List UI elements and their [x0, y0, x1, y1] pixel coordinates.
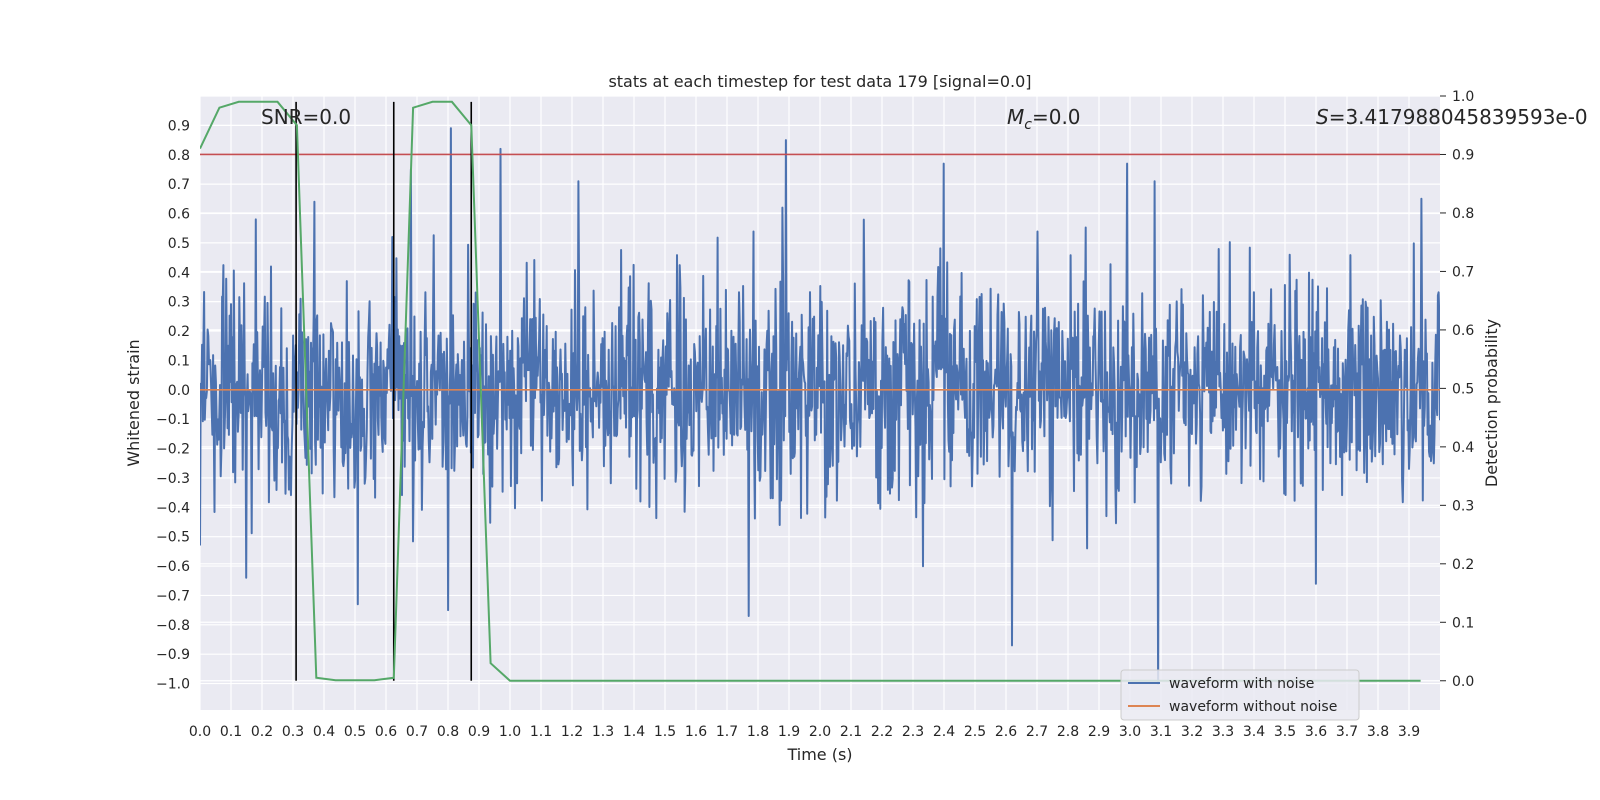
x-tick-label: 1.0	[499, 724, 521, 740]
y-tick-label: 0.0	[168, 383, 190, 399]
y2-tick-label: 0.1	[1452, 615, 1474, 631]
tick-labels: 0.0 0.1 0.2 0.3 0.4 0.5 0.6 0.7 0.8 0.9 1.0 1.1 1.2 1…	[156, 89, 1474, 740]
x-tick-label: 0.1	[220, 724, 242, 740]
x-tick-label: 2.3	[902, 724, 924, 740]
s-value: =3.417988045839593e-0	[1329, 105, 1588, 129]
y-axis-label: Whitened strain	[124, 339, 143, 466]
y-tick-label: 0.8	[168, 148, 190, 164]
s-annotation: S=3.417988045839593e-0	[1316, 105, 1588, 129]
x-tick-label: 2.4	[933, 724, 955, 740]
y-tick-label: −0.9	[156, 647, 190, 663]
x-tick-label: 3.8	[1367, 724, 1389, 740]
x-tick-label: 0.0	[189, 724, 211, 740]
x-tick-label: 0.9	[468, 724, 490, 740]
y-tick-label: 0.4	[168, 265, 190, 281]
x-tick-label: 3.2	[1181, 724, 1203, 740]
x-tick-label: 1.5	[654, 724, 676, 740]
y-tick-label: −0.7	[156, 588, 190, 604]
y-tick-label: 0.7	[168, 177, 190, 193]
y-tick-label: 0.1	[168, 353, 190, 369]
y-tick-label: 0.2	[168, 324, 190, 340]
x-tick-label: 3.6	[1305, 724, 1327, 740]
x-tick-label: 0.3	[282, 724, 304, 740]
series-layer	[200, 100, 1440, 685]
x-tick-label: 2.6	[995, 724, 1017, 740]
y2-tick-label: 0.9	[1452, 147, 1474, 163]
x-tick-label: 0.8	[437, 724, 459, 740]
x-axis-label: Time (s)	[786, 745, 852, 764]
x-tick-label: 1.2	[561, 724, 583, 740]
x-tick-label: 3.7	[1336, 724, 1358, 740]
y-tick-label: −0.5	[156, 530, 190, 546]
y-tick-label: −1.0	[156, 677, 190, 693]
x-tick-label: 0.7	[406, 724, 428, 740]
x-tick-label: 0.2	[251, 724, 273, 740]
x-tick-label: 3.9	[1398, 724, 1420, 740]
x-tick-label: 1.7	[716, 724, 738, 740]
x-tick-label: 1.9	[778, 724, 800, 740]
y2-tick-label: 0.7	[1452, 264, 1474, 280]
y-tick-label: −0.3	[156, 471, 190, 487]
y-tick-label: −0.6	[156, 559, 190, 575]
legend-label-clean: waveform without noise	[1169, 699, 1337, 715]
legend-label-noise: waveform with noise	[1169, 676, 1314, 692]
y2-tick-label: 0.5	[1452, 381, 1474, 397]
y-tick-label: −0.1	[156, 412, 190, 428]
y-tick-label: 0.6	[168, 207, 190, 223]
y2-tick-label: 0.8	[1452, 206, 1474, 222]
x-tick-label: 1.4	[623, 724, 645, 740]
chirp-mass-annotation: Mc=0.0	[1007, 105, 1081, 133]
x-tick-label: 1.6	[685, 724, 707, 740]
y-tick-label: −0.4	[156, 500, 190, 516]
x-tick-label: 2.7	[1026, 724, 1048, 740]
x-tick-label: 3.4	[1243, 724, 1265, 740]
y2-tick-label: 0.4	[1452, 440, 1474, 456]
chirp-mass-symbol: M	[1007, 105, 1024, 129]
x-tick-label: 0.4	[313, 724, 335, 740]
y-tick-label: 0.5	[168, 236, 190, 252]
y-tick-label: 0.3	[168, 295, 190, 311]
x-tick-label: 1.8	[747, 724, 769, 740]
x-tick-label: 1.3	[592, 724, 614, 740]
x-tick-label: 2.8	[1057, 724, 1079, 740]
series-detection-probability	[200, 100, 1421, 682]
y2-tick-label: 0.6	[1452, 323, 1474, 339]
y2-axis-label: Detection probability	[1482, 319, 1501, 487]
y2-tick-label: 0.3	[1452, 498, 1474, 514]
x-tick-label: 3.0	[1119, 724, 1141, 740]
x-tick-label: 3.5	[1274, 724, 1296, 740]
x-tick-label: 2.0	[809, 724, 831, 740]
x-tick-label: 2.5	[964, 724, 986, 740]
x-tick-label: 3.3	[1212, 724, 1234, 740]
chart-title: stats at each timestep for test data 179…	[608, 72, 1031, 91]
x-tick-label: 2.2	[871, 724, 893, 740]
chirp-mass-subscript: c	[1024, 117, 1032, 133]
s-symbol: S	[1316, 105, 1329, 129]
series-waveform-with-noise	[200, 127, 1440, 685]
y2-tick-label: 0.2	[1452, 557, 1474, 573]
legend-box	[1120, 669, 1360, 721]
y-tick-label: 0.9	[168, 118, 190, 134]
y-tick-label: −0.8	[156, 618, 190, 634]
snr-annotation: SNR=0.0	[261, 105, 351, 129]
y2-tick-label: 1.0	[1452, 89, 1474, 105]
y2-tick-label: 0.0	[1452, 674, 1474, 690]
x-tick-label: 0.6	[375, 724, 397, 740]
y-tick-label: −0.2	[156, 442, 190, 458]
x-tick-label: 0.5	[344, 724, 366, 740]
legend: waveform with noise waveform without noi…	[1120, 669, 1360, 721]
x-tick-label: 3.1	[1150, 724, 1172, 740]
chirp-mass-value: =0.0	[1032, 105, 1081, 129]
x-tick-label: 2.9	[1088, 724, 1110, 740]
x-tick-label: 2.1	[840, 724, 862, 740]
x-tick-label: 1.1	[530, 724, 552, 740]
